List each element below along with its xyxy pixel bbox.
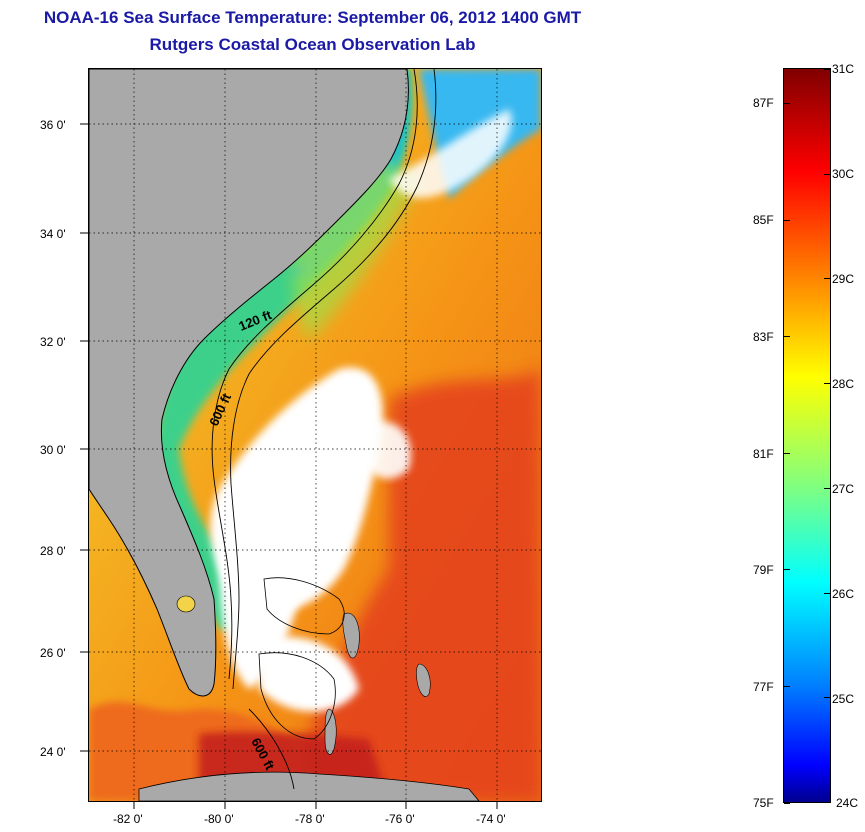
lon-label-78: -78 0' [295, 812, 325, 826]
lon-label-76: -76 0' [385, 812, 415, 826]
colorbar-tick [824, 69, 830, 70]
temperature-colorbar [783, 68, 831, 804]
colorbar-tick [824, 383, 830, 384]
cb-label-31c: 31C [832, 62, 855, 76]
cb-label-26c: 26C [832, 587, 855, 601]
land-bahamas-north [342, 612, 360, 659]
contour-600ft-south [248, 708, 295, 790]
contour-little-bahama-bank [263, 577, 345, 635]
colorbar-tick [824, 278, 830, 279]
page-subtitle: Rutgers Coastal Ocean Observation Lab [149, 35, 476, 54]
cloud-patch-east [349, 421, 411, 479]
lat-label-24: 24 0' [40, 745, 66, 759]
cb-label-79f: 79F [753, 563, 774, 577]
lat-label-28: 28 0' [40, 544, 66, 558]
contour-600ft [230, 69, 437, 690]
cb-label-24c: 24C [836, 796, 859, 810]
cb-label-75f: 75F [753, 796, 774, 810]
colorbar-tick [784, 220, 790, 221]
lat-label-36: 36 0' [40, 118, 66, 132]
colorbar-tick [784, 569, 790, 570]
lon-label-82: -82 0' [113, 812, 143, 826]
land-bahamas-east [416, 663, 431, 697]
lake-okeechobee [176, 595, 196, 613]
colorbar-tick [824, 802, 830, 803]
cb-label-83f: 83F [753, 330, 774, 344]
lat-label-30: 30 0' [40, 443, 66, 457]
cb-label-27c: 27C [832, 482, 855, 496]
land-cuba [138, 771, 480, 801]
colorbar-tick [824, 488, 830, 489]
cloud-cover-central [210, 367, 383, 611]
cb-label-28c: 28C [832, 377, 855, 391]
colorbar-tick [824, 697, 830, 698]
contour-120ft [211, 69, 418, 680]
land-us-east-coast [89, 69, 409, 697]
sst-map: 120 ft 600 ft 600 ft [88, 68, 542, 802]
colorbar-tick [784, 803, 790, 804]
lat-label-32: 32 0' [40, 335, 66, 349]
cloud-cover-south [259, 636, 359, 712]
cloud-streak-north [389, 109, 512, 198]
colorbar-tick [784, 103, 790, 104]
contour-great-bahama-bank [258, 652, 336, 740]
cb-label-25c: 25C [832, 692, 855, 706]
colorbar-tick [824, 174, 830, 175]
cb-label-85f: 85F [753, 213, 774, 227]
colorbar-tick [784, 336, 790, 337]
lon-label-80: -80 0' [204, 812, 234, 826]
lon-label-74: -74 0' [476, 812, 506, 826]
cb-label-77f: 77F [753, 680, 774, 694]
lat-label-26: 26 0' [40, 646, 66, 660]
cb-label-29c: 29C [832, 272, 855, 286]
lat-label-34: 34 0' [40, 227, 66, 241]
colorbar-tick [784, 686, 790, 687]
cb-label-87f: 87F [753, 96, 774, 110]
cb-label-30c: 30C [832, 167, 855, 181]
colorbar-tick [824, 593, 830, 594]
cb-label-81f: 81F [753, 447, 774, 461]
colorbar-tick [784, 453, 790, 454]
sst-map-canvas: 120 ft 600 ft 600 ft [89, 69, 541, 801]
page-title: NOAA-16 Sea Surface Temperature: Septemb… [43, 8, 582, 27]
graticule [89, 69, 541, 801]
land-andros-island [324, 708, 337, 755]
